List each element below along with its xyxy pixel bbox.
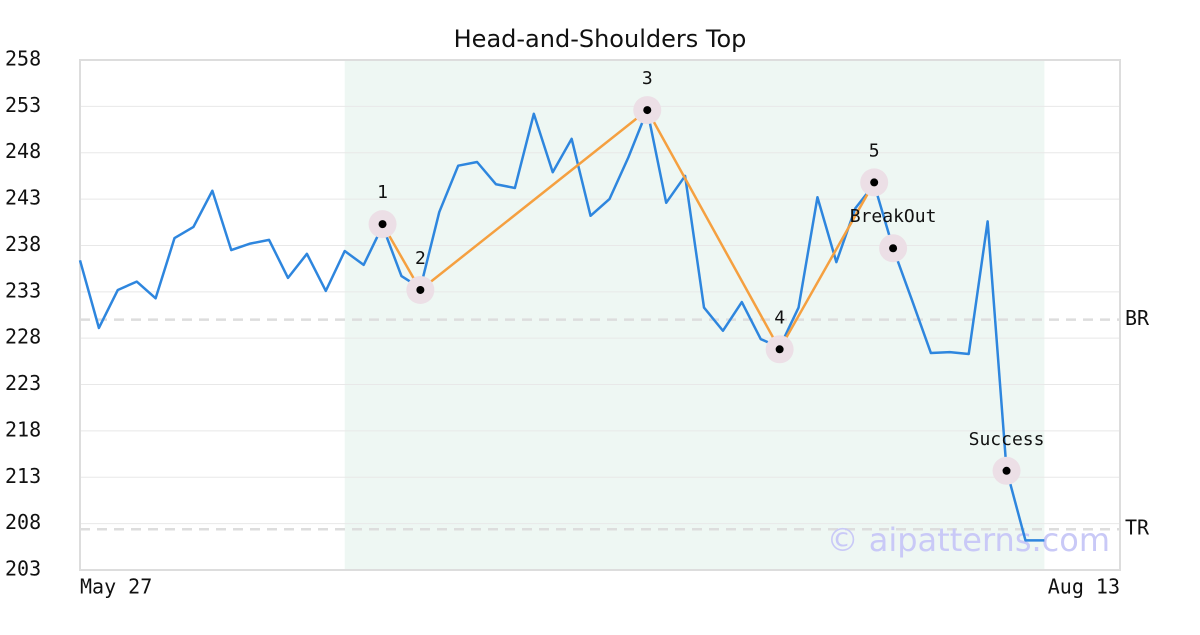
- y-tick-label: 253: [5, 93, 41, 117]
- y-tick-label: 248: [5, 139, 41, 163]
- pattern-point: [870, 178, 879, 187]
- reference-label: BR: [1125, 306, 1150, 330]
- signal-point-label: Success: [969, 429, 1045, 450]
- signal-point: [1002, 466, 1011, 475]
- y-tick-label: 258: [5, 47, 41, 71]
- pattern-point-label: 4: [774, 307, 785, 328]
- watermark: © aipatterns.com: [827, 521, 1110, 559]
- y-tick-label: 213: [5, 464, 41, 488]
- highlight-region: [344, 60, 1045, 570]
- pattern-point: [643, 106, 652, 115]
- y-tick-label: 238: [5, 232, 41, 256]
- y-tick-label: 233: [5, 278, 41, 302]
- x-tick-label: Aug 13: [1048, 575, 1120, 599]
- plot-frame: [79, 59, 1121, 571]
- reference-label: TR: [1125, 516, 1150, 540]
- pattern-point-label: 2: [415, 248, 426, 269]
- y-tick-label: 243: [5, 186, 41, 210]
- y-tick-label: 223: [5, 371, 41, 395]
- pattern-point-label: 3: [642, 68, 653, 89]
- y-tick-label: 228: [5, 325, 41, 349]
- price-line: [78, 108, 1045, 542]
- pattern-point: [378, 220, 387, 229]
- signal-point: [889, 244, 898, 253]
- pattern-point-label: 5: [869, 140, 880, 161]
- pattern-point-label: 1: [377, 182, 388, 203]
- pattern-point: [416, 285, 425, 294]
- chart-title: Head-and-Shoulders Top: [454, 25, 747, 53]
- x-tick-label: May 27: [80, 575, 152, 599]
- y-tick-label: 203: [5, 557, 41, 581]
- signal-point-label: BreakOut: [850, 206, 937, 227]
- y-tick-label: 218: [5, 417, 41, 441]
- pattern-point: [775, 345, 784, 354]
- y-tick-label: 208: [5, 510, 41, 534]
